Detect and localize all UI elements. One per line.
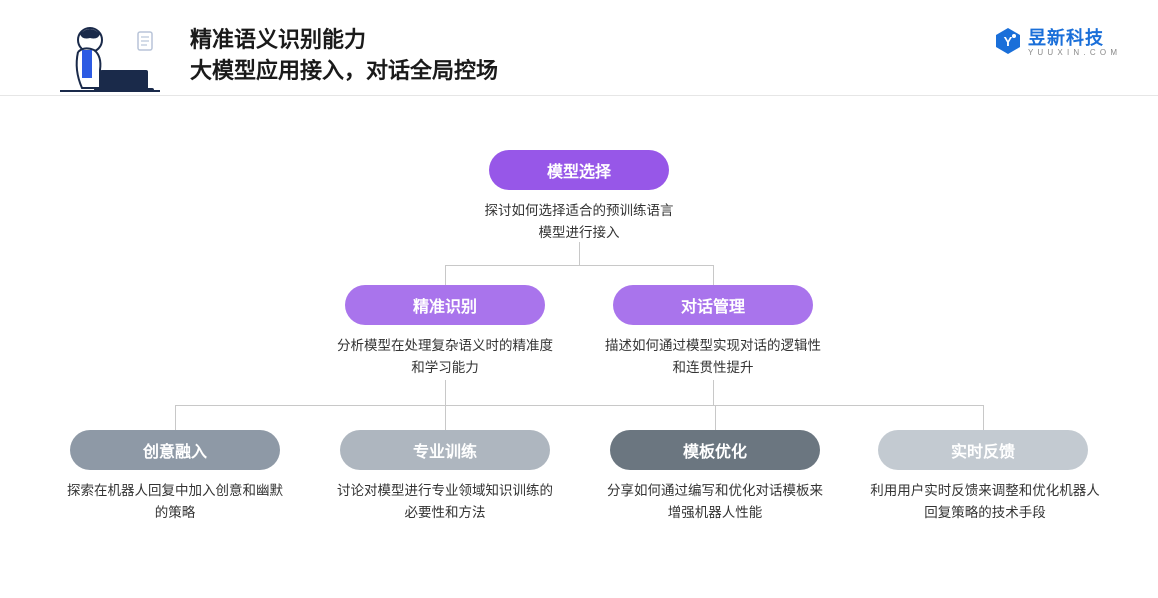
connector (445, 265, 713, 266)
connector (445, 265, 446, 285)
node-desc-dialogue-management: 描述如何通过模型实现对话的逻辑性和连贯性提升 (603, 335, 823, 378)
connector (983, 405, 984, 430)
logo-subtext: Y U U X I N . C O M (1028, 48, 1118, 57)
connector (175, 405, 176, 430)
node-desc-professional-training: 讨论对模型进行专业领域知识训练的必要性和方法 (335, 480, 555, 523)
connector (713, 380, 714, 405)
connector (579, 242, 580, 265)
page-title-line2: 大模型应用接入，对话全局控场 (190, 56, 498, 87)
node-label: 模型选择 (547, 158, 611, 182)
connector (715, 405, 716, 430)
node-desc-realtime-feedback: 利用用户实时反馈来调整和优化机器人回复策略的技术手段 (870, 480, 1100, 523)
node-desc-precise-recognition: 分析模型在处理复杂语义时的精准度和学习能力 (335, 335, 555, 378)
node-realtime-feedback: 实时反馈 (878, 430, 1088, 470)
node-label: 模板优化 (683, 438, 747, 462)
logo-text: 昱新科技 (1028, 28, 1104, 48)
node-desc-creative-integration: 探索在机器人回复中加入创意和幽默的策略 (65, 480, 285, 523)
svg-text:Y: Y (1004, 34, 1013, 49)
person-laptop-icon (60, 20, 160, 95)
node-precise-recognition: 精准识别 (345, 285, 545, 325)
tree-diagram: 模型选择 探讨如何选择适合的预训练语言模型进行接入 精准识别 分析模型在处理复杂… (0, 120, 1158, 590)
node-desc-template-optimization: 分享如何通过编写和优化对话模板来增强机器人性能 (605, 480, 825, 523)
connector (445, 405, 446, 430)
node-label: 专业训练 (413, 438, 477, 462)
header-illustration (60, 20, 160, 95)
node-label: 精准识别 (413, 293, 477, 317)
node-dialogue-management: 对话管理 (613, 285, 813, 325)
node-label: 创意融入 (143, 438, 207, 462)
header-divider (0, 95, 1158, 96)
node-desc-model-select: 探讨如何选择适合的预训练语言模型进行接入 (479, 200, 679, 243)
logo-icon: Y (994, 27, 1022, 55)
node-label: 对话管理 (681, 293, 745, 317)
header: 精准语义识别能力 大模型应用接入，对话全局控场 (60, 20, 1098, 95)
header-titles: 精准语义识别能力 大模型应用接入，对话全局控场 (190, 25, 498, 87)
connector (713, 265, 714, 285)
node-professional-training: 专业训练 (340, 430, 550, 470)
node-creative-integration: 创意融入 (70, 430, 280, 470)
connector (175, 405, 984, 406)
node-model-select: 模型选择 (489, 150, 669, 190)
logo-text-wrap: 昱新科技 Y U U X I N . C O M (1028, 24, 1118, 57)
connector (445, 380, 446, 405)
node-label: 实时反馈 (951, 438, 1015, 462)
node-template-optimization: 模板优化 (610, 430, 820, 470)
page-title-line1: 精准语义识别能力 (190, 25, 498, 56)
brand-logo: Y 昱新科技 Y U U X I N . C O M (994, 24, 1118, 57)
